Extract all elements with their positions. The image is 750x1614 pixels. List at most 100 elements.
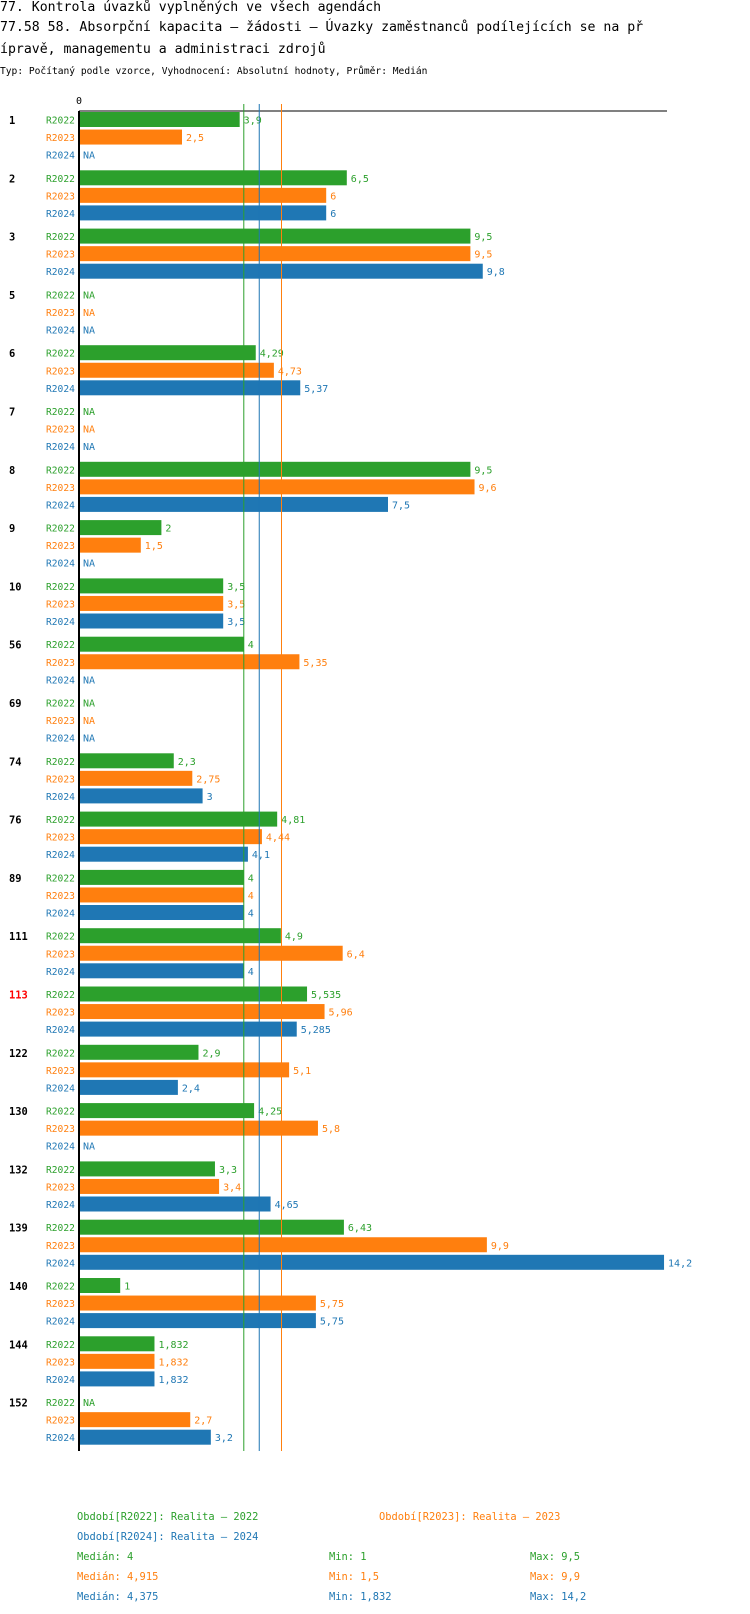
bar [79, 345, 256, 361]
value-label: 3 [207, 792, 213, 803]
legend-item-r2023: Období[R2023]: Realita – 2023 [379, 1511, 561, 1523]
series-label: R2022 [46, 407, 75, 418]
series-label: R2022 [46, 757, 75, 768]
bar [79, 1004, 325, 1020]
bar [79, 1178, 220, 1194]
category-label: 74 [9, 756, 22, 768]
series-label: R2022 [46, 524, 75, 535]
series-label: R2023 [46, 1241, 75, 1252]
value-label: 6,43 [348, 1223, 372, 1234]
value-label: 9,8 [487, 267, 505, 278]
series-label: R2022 [46, 1107, 75, 1118]
bar [79, 963, 244, 979]
value-label: NA [83, 716, 95, 727]
bar [79, 1313, 316, 1329]
series-label: R2024 [46, 559, 75, 570]
value-label: 4 [248, 873, 254, 884]
value-label: 2,3 [178, 757, 196, 768]
bar [79, 170, 347, 186]
value-label: 4 [248, 891, 254, 902]
value-label: NA [83, 559, 95, 570]
series-label: R2024 [46, 1142, 75, 1153]
bar [79, 846, 248, 862]
stat-max-r2023: Max: 9,9 [530, 1571, 581, 1583]
bar [79, 753, 174, 769]
bar [79, 380, 301, 396]
bar [79, 887, 244, 903]
series-label: R2022 [46, 232, 75, 243]
category-label: 69 [9, 698, 22, 710]
value-label: 9,5 [474, 250, 492, 261]
stat-min-r2024: Min: 1,832 [329, 1591, 392, 1603]
bar [79, 362, 274, 378]
series-label: R2023 [46, 716, 75, 727]
series-label: R2024 [46, 617, 75, 628]
value-label: 4,9 [285, 932, 303, 943]
series-label: R2023 [46, 833, 75, 844]
value-label: NA [83, 290, 95, 301]
series-label: R2022 [46, 1048, 75, 1059]
bar [79, 1278, 121, 1293]
value-label: 3,9 [244, 116, 262, 127]
series-label: R2024 [46, 675, 75, 686]
series-label: R2023 [46, 1416, 75, 1427]
bar [79, 636, 244, 652]
series-label: R2022 [46, 640, 75, 651]
bar [79, 1062, 290, 1078]
value-label: 4,29 [260, 349, 284, 360]
value-label: 7,5 [392, 500, 410, 511]
bar [79, 905, 244, 920]
series-label: R2022 [46, 815, 75, 826]
bar [79, 1079, 178, 1095]
series-label: R2024 [46, 1200, 75, 1211]
value-label: 5,96 [329, 1008, 353, 1019]
bar [79, 461, 471, 477]
bar [79, 770, 193, 786]
value-label: 6,5 [351, 174, 369, 185]
series-label: R2023 [46, 133, 75, 144]
category-label: 144 [9, 1339, 28, 1351]
value-label: 6 [330, 191, 336, 202]
category-label: 111 [9, 931, 28, 943]
series-label: R2023 [46, 191, 75, 202]
bar [79, 986, 308, 1002]
series-label: R2024 [46, 267, 75, 278]
category-label: 2 [9, 173, 15, 185]
category-label: 122 [9, 1048, 28, 1060]
value-label: 1,832 [158, 1340, 188, 1351]
series-label: R2022 [46, 290, 75, 301]
series-label: R2022 [46, 349, 75, 360]
value-label: 3,4 [223, 1182, 241, 1193]
value-label: 2,9 [202, 1048, 220, 1059]
series-label: R2024 [46, 384, 75, 395]
value-label: 1,832 [158, 1357, 188, 1368]
bar [79, 1120, 318, 1136]
bar [79, 1295, 316, 1311]
stat-max-r2022: Max: 9,5 [530, 1551, 581, 1563]
category-label: 89 [9, 873, 22, 885]
value-label: NA [83, 734, 95, 745]
series-label: R2024 [46, 209, 75, 220]
value-label: 3,5 [227, 599, 245, 610]
bar [79, 945, 343, 961]
bar [79, 928, 281, 944]
series-label: R2023 [46, 1299, 75, 1310]
value-label: 4,65 [275, 1200, 299, 1211]
series-label: R2023 [46, 1066, 75, 1077]
series-label: R2022 [46, 1282, 75, 1293]
bar [79, 1371, 155, 1387]
value-label: 1 [124, 1282, 130, 1293]
series-label: R2022 [46, 1398, 75, 1409]
value-label: 9,9 [491, 1241, 509, 1252]
series-label: R2023 [46, 774, 75, 785]
value-label: 4,1 [252, 850, 270, 861]
category-label: 1 [9, 115, 15, 127]
series-label: R2023 [46, 366, 75, 377]
series-label: R2023 [46, 483, 75, 494]
bar [79, 496, 388, 512]
chart-title-line-1: 77.58 58. Absorpční kapacita – žádosti –… [0, 20, 644, 35]
bar [79, 578, 224, 594]
series-label: R2023 [46, 599, 75, 610]
bar [79, 1103, 255, 1119]
value-label: NA [83, 326, 95, 337]
